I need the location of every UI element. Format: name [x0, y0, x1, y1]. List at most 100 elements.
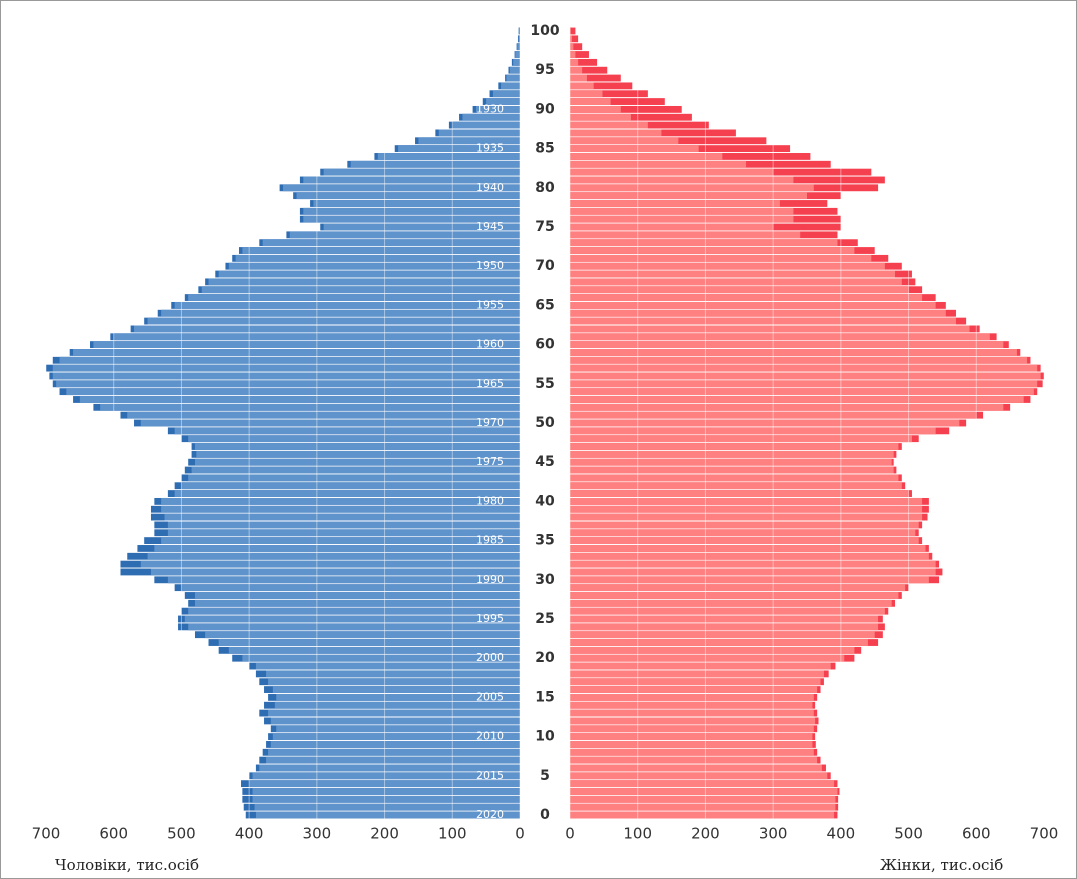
bar — [113, 333, 520, 341]
bar — [570, 129, 662, 137]
bar — [59, 356, 521, 364]
bar — [570, 160, 747, 168]
bar — [218, 270, 520, 278]
bar — [268, 709, 520, 717]
bar — [570, 301, 936, 309]
bar — [570, 450, 894, 458]
bar — [570, 568, 936, 576]
bar — [174, 301, 520, 309]
age-label: 15 — [535, 689, 554, 705]
bar — [570, 192, 807, 200]
bar — [570, 592, 899, 599]
bar — [509, 66, 520, 74]
bar — [249, 780, 520, 788]
bar — [208, 278, 520, 286]
bar — [188, 294, 520, 301]
age-label: 90 — [535, 101, 555, 117]
age-label: 25 — [535, 611, 554, 627]
bar — [570, 678, 821, 686]
bar — [570, 474, 899, 482]
x-tick-label: 500 — [894, 825, 923, 843]
bar — [570, 254, 872, 262]
age-label: 45 — [535, 454, 554, 470]
bar — [303, 215, 520, 223]
bar — [134, 325, 520, 333]
bar — [570, 145, 699, 153]
bar — [570, 66, 583, 74]
bar — [161, 537, 520, 545]
bar — [570, 35, 573, 43]
bar — [303, 207, 520, 215]
x-tick-label: 0 — [565, 825, 575, 843]
bar — [570, 90, 603, 98]
bar — [570, 811, 835, 819]
bar — [255, 662, 520, 670]
bar — [154, 545, 521, 552]
bar — [570, 466, 894, 474]
bar — [570, 74, 621, 82]
bar — [174, 427, 520, 435]
x-tick-label: 600 — [962, 825, 991, 843]
bar — [570, 686, 818, 693]
bar — [570, 772, 828, 780]
bar — [570, 66, 608, 74]
bar — [201, 286, 520, 294]
bar — [570, 545, 926, 552]
bar — [438, 129, 520, 137]
bar — [255, 811, 520, 819]
bar — [570, 537, 919, 545]
birth-year-label: 2020 — [476, 808, 504, 821]
bar — [570, 278, 902, 286]
x-tick-label: 400 — [827, 825, 856, 843]
age-label: 0 — [540, 807, 550, 823]
bar — [570, 380, 1038, 388]
bar — [147, 317, 521, 325]
bar — [570, 372, 1041, 380]
bar — [570, 215, 794, 223]
bar — [127, 411, 520, 419]
x-tick-label: 0 — [515, 825, 525, 843]
bar — [266, 756, 520, 764]
bar — [323, 168, 520, 176]
x-tick-label: 200 — [691, 825, 720, 843]
bar — [188, 607, 520, 615]
right-axis-label: Жінки, тис.осіб — [880, 856, 1003, 874]
bar — [191, 466, 521, 474]
bar — [570, 364, 1038, 372]
bar — [296, 192, 520, 200]
bar — [570, 286, 909, 294]
birth-year-label: 1935 — [476, 142, 504, 155]
bar — [140, 419, 521, 427]
bar — [570, 717, 816, 725]
bar — [570, 552, 929, 560]
bar — [570, 733, 813, 741]
x-tick-label: 100 — [438, 825, 467, 843]
age-label: 85 — [535, 141, 554, 157]
bar — [570, 670, 824, 678]
bar — [194, 458, 520, 466]
bar — [570, 98, 611, 105]
bar — [52, 372, 521, 380]
bar — [272, 686, 520, 693]
bar — [268, 678, 520, 686]
x-tick-label: 100 — [623, 825, 652, 843]
bar — [242, 247, 520, 254]
bar — [218, 639, 520, 646]
bar — [570, 262, 885, 270]
bar — [570, 247, 855, 254]
x-tick-label: 300 — [303, 825, 332, 843]
x-tick-label: 600 — [99, 825, 128, 843]
bar — [570, 411, 977, 419]
bar — [570, 795, 836, 803]
bar — [570, 43, 583, 51]
bar — [167, 576, 520, 584]
bar — [570, 58, 579, 66]
x-tick-label: 300 — [759, 825, 788, 843]
bar — [313, 200, 520, 207]
birth-year-label: 2015 — [476, 769, 504, 782]
bar — [570, 693, 814, 701]
bar — [570, 82, 633, 90]
bar — [570, 631, 875, 639]
bar — [570, 780, 835, 788]
bar — [515, 51, 520, 58]
